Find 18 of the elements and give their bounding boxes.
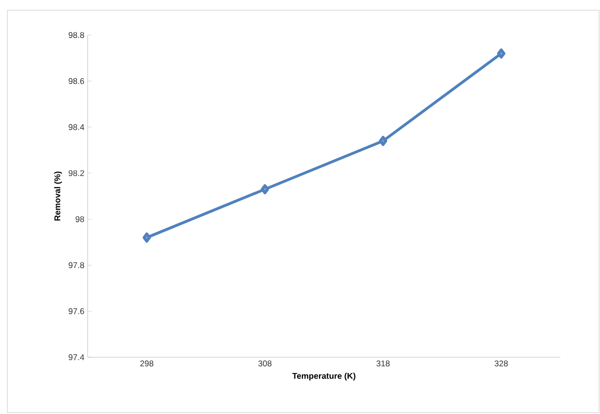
y-tick-label: 97.4 xyxy=(68,354,84,360)
y-tick-label: 98 xyxy=(76,216,84,222)
point xyxy=(260,184,270,195)
x-tick-label: 318 xyxy=(376,360,390,367)
x-axis-title: Temperature (K) xyxy=(292,372,356,381)
point xyxy=(497,48,506,59)
y-axis-title: Removal (%) xyxy=(54,172,62,221)
y-tick-label: 97.6 xyxy=(68,308,84,314)
y-tick-label: 98.8 xyxy=(68,32,84,38)
y-tick-label: 98.6 xyxy=(68,78,84,84)
x-tick-label: 328 xyxy=(494,360,508,367)
y-tick-label: 97.8 xyxy=(68,262,84,268)
y-tick-label: 98.4 xyxy=(68,124,84,130)
x-tick-label: 308 xyxy=(258,360,272,367)
y-tick-label: 98.2 xyxy=(68,170,84,176)
point xyxy=(142,232,151,243)
point xyxy=(378,136,388,146)
x-tick-label: 298 xyxy=(140,360,154,367)
